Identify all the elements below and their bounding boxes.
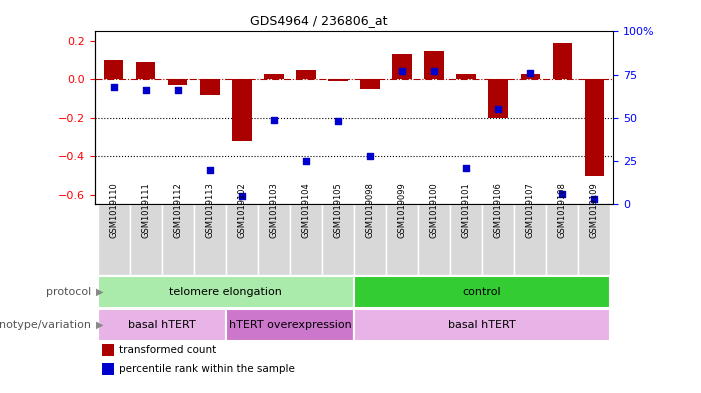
- Text: GSM1019098: GSM1019098: [365, 182, 374, 238]
- Bar: [386, 204, 418, 275]
- Bar: [130, 204, 162, 275]
- Text: transformed count: transformed count: [119, 345, 217, 355]
- Point: [332, 118, 343, 125]
- Text: protocol: protocol: [46, 287, 91, 297]
- Bar: [328, 79, 348, 81]
- Point: [365, 153, 376, 159]
- Bar: [354, 204, 386, 275]
- Point: [524, 70, 536, 76]
- Point: [108, 84, 119, 90]
- Text: GSM1019110: GSM1019110: [109, 183, 118, 238]
- Bar: [393, 55, 411, 79]
- Point: [557, 191, 568, 197]
- Text: GSM1019112: GSM1019112: [173, 183, 182, 238]
- Point: [461, 165, 472, 171]
- Point: [172, 87, 184, 94]
- Bar: [226, 204, 258, 275]
- Bar: [98, 276, 354, 308]
- Bar: [102, 344, 114, 356]
- Bar: [258, 204, 290, 275]
- Text: ▶: ▶: [96, 320, 104, 330]
- Text: basal hTERT: basal hTERT: [448, 320, 516, 330]
- Bar: [98, 204, 130, 275]
- Bar: [232, 79, 252, 141]
- Point: [268, 116, 280, 123]
- Bar: [104, 60, 123, 79]
- Bar: [297, 70, 315, 79]
- Bar: [200, 79, 219, 95]
- Text: GSM1019101: GSM1019101: [461, 183, 470, 238]
- Point: [493, 106, 504, 112]
- Bar: [546, 204, 578, 275]
- Text: GSM1019106: GSM1019106: [494, 182, 503, 238]
- Text: GSM1019099: GSM1019099: [397, 183, 407, 238]
- Bar: [98, 309, 226, 341]
- Bar: [360, 79, 380, 89]
- Bar: [482, 204, 514, 275]
- Bar: [264, 74, 284, 79]
- Bar: [489, 79, 508, 118]
- Bar: [418, 204, 450, 275]
- Bar: [578, 204, 610, 275]
- Point: [397, 68, 408, 74]
- Bar: [162, 204, 194, 275]
- Bar: [456, 74, 476, 79]
- Bar: [585, 79, 604, 176]
- Text: GSM1019108: GSM1019108: [557, 182, 566, 238]
- Bar: [168, 79, 187, 85]
- Bar: [552, 43, 572, 79]
- Text: GSM1019103: GSM1019103: [269, 182, 278, 238]
- Bar: [136, 62, 156, 79]
- Point: [428, 68, 440, 74]
- Bar: [322, 204, 354, 275]
- Bar: [290, 204, 322, 275]
- Text: basal hTERT: basal hTERT: [128, 320, 196, 330]
- Text: GSM1019111: GSM1019111: [142, 183, 151, 238]
- Text: GDS4964 / 236806_at: GDS4964 / 236806_at: [250, 15, 388, 28]
- Bar: [102, 363, 114, 375]
- Point: [204, 167, 215, 173]
- Text: percentile rank within the sample: percentile rank within the sample: [119, 364, 295, 374]
- Text: ▶: ▶: [96, 287, 104, 297]
- Bar: [450, 204, 482, 275]
- Point: [140, 87, 151, 94]
- Bar: [226, 309, 354, 341]
- Bar: [354, 276, 610, 308]
- Bar: [514, 204, 546, 275]
- Text: GSM1019105: GSM1019105: [334, 183, 343, 238]
- Text: hTERT overexpression: hTERT overexpression: [229, 320, 351, 330]
- Point: [300, 158, 311, 164]
- Text: GSM1019109: GSM1019109: [590, 183, 599, 238]
- Text: GSM1019113: GSM1019113: [205, 182, 215, 238]
- Bar: [354, 309, 610, 341]
- Text: GSM1019100: GSM1019100: [430, 183, 439, 238]
- Text: GSM1019104: GSM1019104: [301, 183, 311, 238]
- Text: genotype/variation: genotype/variation: [0, 320, 91, 330]
- Bar: [521, 74, 540, 79]
- Bar: [424, 51, 444, 79]
- Text: GSM1019102: GSM1019102: [238, 183, 247, 238]
- Point: [236, 193, 247, 199]
- Bar: [194, 204, 226, 275]
- Text: control: control: [463, 287, 501, 297]
- Text: GSM1019107: GSM1019107: [526, 182, 535, 238]
- Text: telomere elongation: telomere elongation: [170, 287, 283, 297]
- Point: [589, 196, 600, 202]
